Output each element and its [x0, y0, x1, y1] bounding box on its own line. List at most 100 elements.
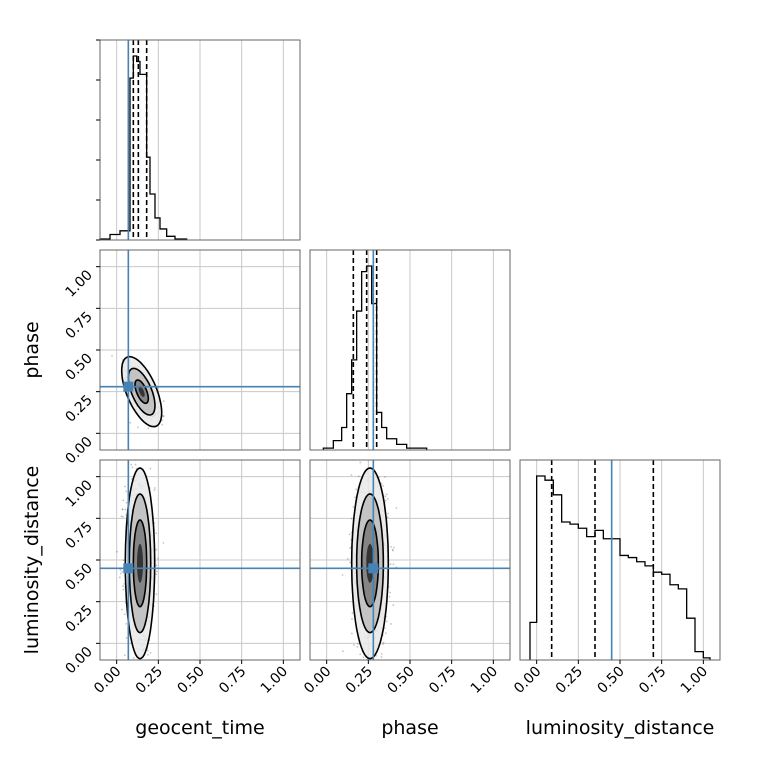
histogram-phase [322, 265, 428, 450]
scatter-geocent_time-vs-luminosity_distance-point [122, 585, 124, 587]
scatter-geocent_time-vs-luminosity_distance-point [147, 653, 149, 656]
scatter-geocent_time-vs-phase-point [162, 415, 164, 417]
scatter-geocent_time-vs-phase-point [137, 426, 139, 429]
ytick-label-luminosity_distance-1: 0.25 [62, 602, 95, 635]
scatter-geocent_time-vs-luminosity_distance-point [118, 576, 121, 579]
ytick-label-phase-4: 1.00 [62, 267, 95, 300]
xtick-label-phase-3: 0.75 [426, 664, 459, 697]
scatter-geocent_time-vs-luminosity_distance-contour-1 [128, 493, 152, 634]
scatter-geocent_time-vs-luminosity_distance-point [149, 651, 152, 654]
hist-panel-phase [309, 249, 511, 451]
scatter-geocent_time-vs-phase-point [147, 427, 150, 430]
scatter-phase-vs-luminosity_distance-point [385, 620, 388, 623]
xtick-label-geocent_time-1: 0.25 [133, 664, 166, 697]
scatter-phase-vs-luminosity_distance-point [346, 557, 349, 560]
scatter-phase-vs-luminosity_distance-point [354, 667, 356, 669]
scatter-phase-vs-luminosity_distance-point [375, 680, 377, 682]
y-axis-label-luminosity-distance: luminosity_distance [21, 466, 43, 655]
scatter-geocent_time-vs-phase-point [129, 421, 132, 424]
scatter-geocent_time-vs-luminosity_distance-point [122, 499, 125, 502]
scatter-geocent_time-vs-luminosity_distance-point [123, 583, 126, 585]
scatter-phase-vs-luminosity_distance-point [383, 444, 385, 446]
scatter-geocent_time-vs-luminosity_distance-point [124, 676, 126, 678]
hist-geocent_time-frame [99, 39, 301, 241]
scatter-geocent_time-vs-luminosity_distance-point [130, 463, 133, 466]
xtick-label-phase-2: 0.50 [384, 664, 417, 697]
scatter-geocent_time-vs-luminosity_distance-point [124, 508, 127, 511]
scatter-phase-vs-luminosity_distance-truth-marker [368, 563, 379, 574]
scatter-phase-vs-luminosity_distance-point [382, 485, 385, 487]
scatter-phase-vs-luminosity_distance-point [391, 549, 394, 552]
scatter-geocent_time-vs-phase-contour-2 [120, 355, 163, 428]
scatter-geocent_time-vs-luminosity_distance-point [153, 489, 156, 491]
scatter-phase-vs-luminosity_distance-point [349, 547, 351, 550]
scatter-phase-vs-luminosity_distance-point [355, 488, 358, 491]
scatter-phase-vs-luminosity_distance-point [387, 512, 390, 515]
scatter-phase-vs-luminosity_distance-point [351, 618, 353, 620]
scatter-phase-vs-luminosity_distance-point [362, 656, 365, 659]
scatter-geocent_time-vs-luminosity_distance-inner [100, 446, 300, 708]
scatter-phase-vs-luminosity_distance-point [390, 623, 392, 625]
scatter-phase-vs-luminosity_distance-point [353, 644, 355, 646]
scatter-geocent_time-vs-luminosity_distance-point [137, 661, 139, 663]
scatter-geocent_time-vs-luminosity_distance-point [155, 532, 158, 535]
scatter-geocent_time-vs-luminosity_distance-point [157, 557, 159, 560]
scatter-geocent_time-vs-phase-panel [99, 249, 301, 451]
histogram-geocent_time [99, 55, 188, 240]
scatter-geocent_time-vs-luminosity_distance-point [154, 487, 156, 489]
scatter-geocent_time-vs-luminosity_distance-point [121, 508, 124, 511]
ytick-label-luminosity_distance-0: 0.00 [62, 644, 95, 677]
scatter-geocent_time-vs-luminosity_distance-point [121, 608, 123, 611]
scatter-phase-vs-luminosity_distance-point [371, 452, 373, 454]
scatter-phase-vs-luminosity_distance-point [395, 507, 398, 509]
scatter-phase-vs-luminosity_distance-point [366, 457, 368, 459]
scatter-geocent_time-vs-luminosity_distance-point [133, 661, 135, 663]
scatter-geocent_time-vs-luminosity_distance-contour-0 [132, 519, 148, 608]
hist-phase-frame [309, 249, 511, 451]
xtick-label-geocent_time-4: 1.00 [258, 664, 291, 697]
scatter-phase-vs-luminosity_distance-point [385, 632, 387, 634]
scatter-geocent_time-vs-luminosity_distance-point [130, 477, 133, 480]
ytick-label-phase-0: 0.00 [62, 434, 95, 467]
scatter-phase-vs-luminosity_distance-contour-2 [350, 467, 390, 660]
scatter-geocent_time-vs-luminosity_distance-point [155, 548, 158, 551]
scatter-geocent_time-vs-phase-density-core [138, 386, 145, 397]
xtick-label-geocent_time-3: 0.75 [216, 664, 249, 697]
scatter-geocent_time-vs-phase-point [162, 415, 165, 418]
scatter-phase-vs-luminosity_distance-point [341, 574, 344, 576]
scatter-phase-vs-luminosity_distance-point [388, 595, 391, 598]
scatter-phase-vs-luminosity_distance-point [357, 475, 360, 478]
scatter-phase-vs-luminosity_distance-inner [310, 425, 510, 682]
scatter-phase-vs-luminosity_distance-point [356, 646, 359, 648]
scatter-geocent_time-vs-luminosity_distance-point [146, 446, 148, 448]
scatter-geocent_time-vs-luminosity_distance-point [155, 570, 158, 573]
ytick-label-luminosity_distance-2: 0.50 [62, 561, 95, 594]
scatter-geocent_time-vs-luminosity_distance-point [125, 490, 128, 493]
scatter-phase-vs-luminosity_distance-point [370, 425, 372, 427]
scatter-phase-vs-luminosity_distance-point [390, 545, 392, 548]
scatter-phase-vs-luminosity_distance-point [350, 474, 353, 476]
hist-panel-geocent_time [96, 39, 301, 241]
x-axis-label-luminosity-distance: luminosity_distance [526, 717, 715, 739]
xtick-label-geocent_time-2: 0.50 [174, 664, 207, 697]
xtick-label-phase-0: 0.00 [301, 664, 334, 697]
scatter-phase-vs-luminosity_distance-point [385, 493, 388, 496]
scatter-phase-vs-luminosity_distance-point [351, 612, 354, 614]
scatter-geocent_time-vs-luminosity_distance-point [124, 485, 126, 488]
scatter-geocent_time-vs-luminosity_distance-point [126, 663, 128, 665]
xtick-label-luminosity_distance-1: 0.25 [553, 664, 586, 697]
scatter-phase-vs-luminosity_distance-point [389, 563, 392, 566]
scatter-geocent_time-vs-luminosity_distance-point [149, 706, 151, 708]
scatter-phase-vs-luminosity_distance-point [349, 561, 351, 564]
scatter-phase-vs-luminosity_distance-point [384, 499, 387, 502]
ytick-label-phase-2: 0.50 [62, 351, 95, 384]
scatter-phase-vs-luminosity_distance-point [393, 546, 395, 549]
histogram-luminosity_distance [529, 475, 711, 660]
scatter-geocent_time-vs-luminosity_distance-point [122, 588, 125, 591]
scatter-geocent_time-vs-phase-truth-marker [123, 381, 134, 392]
scatter-geocent_time-vs-phase-inner [100, 250, 300, 450]
scatter-geocent_time-vs-luminosity_distance-point [132, 657, 135, 659]
scatter-geocent_time-vs-luminosity_distance-point [145, 454, 147, 456]
scatter-phase-vs-luminosity_distance-point [378, 670, 380, 672]
